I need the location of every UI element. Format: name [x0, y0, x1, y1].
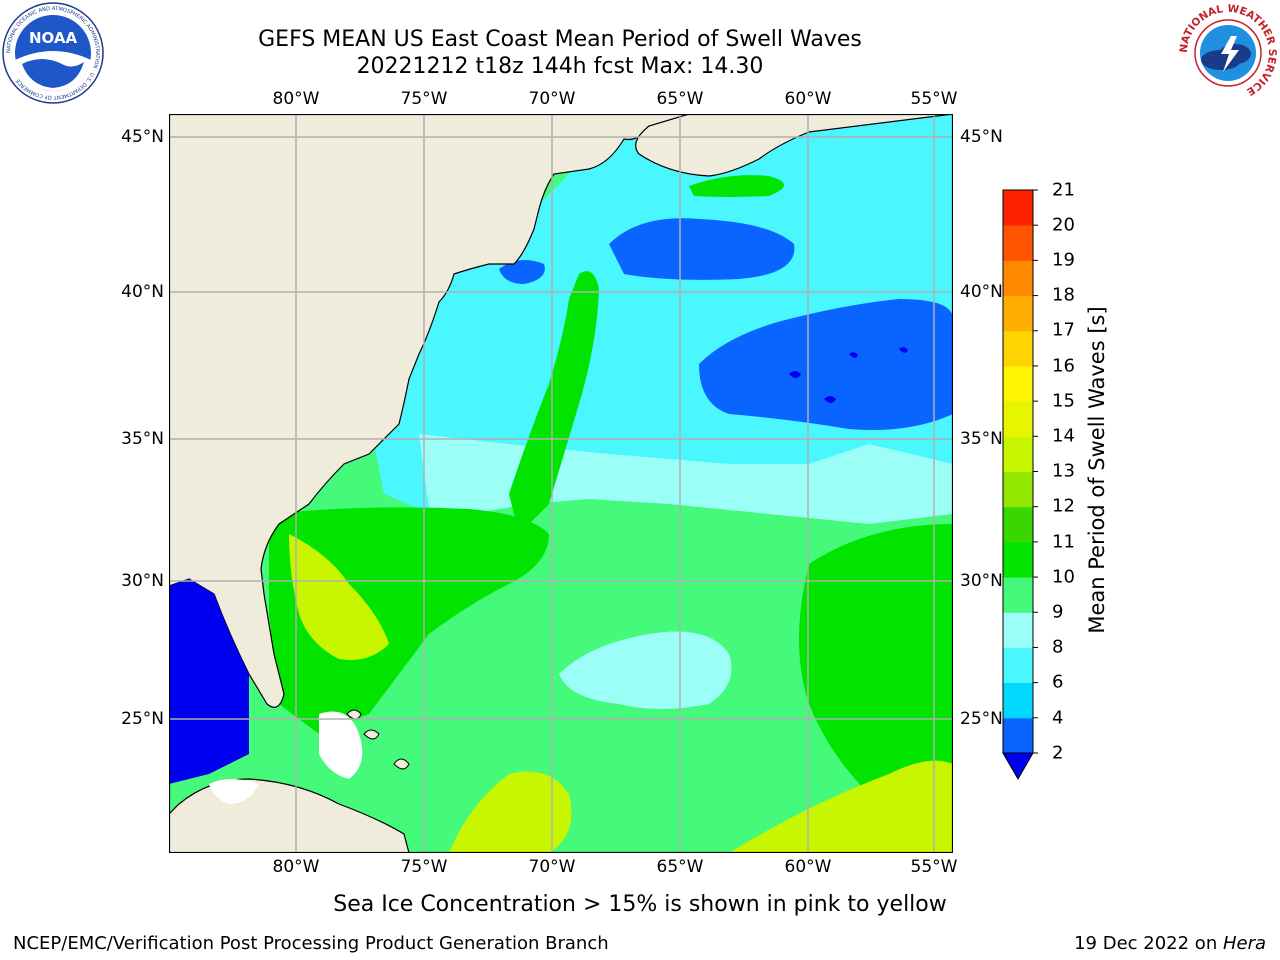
colorbar-segment-11-12 — [1003, 506, 1033, 543]
land-new-england — [635, 114, 953, 177]
colorbar-segment-13-14 — [1003, 436, 1033, 472]
nws-logo: NATIONAL WEATHER SERVICE — [1178, 3, 1278, 103]
lon-label-top-65w: 65°W — [656, 89, 704, 109]
colorbar-segment-6-8 — [1003, 647, 1033, 684]
lon-label-top-70w: 70°W — [528, 89, 576, 109]
chart-subtitle: 20221212 t18z 144h fcst Max: 14.30 — [356, 54, 764, 79]
swell-region-green-north — [689, 175, 784, 197]
colorbar-tick-19: 19 — [1052, 249, 1075, 271]
colorbar-tick-18: 18 — [1052, 284, 1075, 306]
lon-label-bottom-75w: 75°W — [400, 857, 448, 877]
colorbar-segment-9-10 — [1003, 577, 1033, 613]
lat-label-right-45n: 45°N — [960, 127, 1003, 147]
swell-region-yellowgreen-southeast — [729, 760, 953, 853]
swell-period-map — [169, 114, 953, 853]
colorbar-tick-10: 10 — [1052, 566, 1075, 588]
sea-ice-note: Sea Ice Concentration > 15% is shown in … — [0, 892, 1280, 917]
map-gridlines — [169, 114, 953, 853]
colorbar-tick-12: 12 — [1052, 495, 1075, 517]
colorbar-segment-4-6 — [1003, 682, 1033, 719]
colorbar-tick-6: 6 — [1052, 671, 1064, 693]
noaa-logo: NOAA NATIONAL OCEANIC AND ATMOSPHERIC AD… — [2, 2, 104, 104]
colorbar-segment-17-18 — [1003, 295, 1033, 332]
swell-region-yellowgreen-florida — [289, 534, 389, 660]
footer-date: 19 Dec 2022 on Hera — [1074, 933, 1266, 954]
colorbar-tick-13: 13 — [1052, 460, 1075, 482]
lat-label-left-40n: 40°N — [121, 282, 164, 302]
land-north-america — [169, 114, 690, 708]
lon-label-bottom-80w: 80°W — [272, 857, 320, 877]
lon-label-bottom-70w: 70°W — [528, 857, 576, 877]
colorbar-tick-16: 16 — [1052, 355, 1075, 377]
lat-label-left-25n: 25°N — [121, 709, 164, 729]
colorbar-segment-2-4 — [1003, 717, 1033, 754]
sea-ice-note-text: Sea Ice Concentration > 15% is shown in … — [333, 892, 947, 917]
swell-region-blue-central — [699, 299, 953, 430]
lon-label-top-55w: 55°W — [910, 89, 958, 109]
swell-region-blue-small — [499, 260, 545, 284]
no-data-bahamas — [319, 711, 363, 779]
lon-label-bottom-60w: 60°W — [784, 857, 832, 877]
lat-label-right-25n: 25°N — [960, 709, 1003, 729]
swell-region-gulf-blue — [169, 579, 249, 784]
colorbar-segment-14-15 — [1003, 401, 1033, 437]
colorbar-tick-20: 20 — [1052, 214, 1075, 236]
colorbar-under-arrow — [1002, 752, 1034, 781]
lat-label-right-30n: 30°N — [960, 571, 1003, 591]
lon-label-bottom-55w: 55°W — [910, 857, 958, 877]
lat-label-right-35n: 35°N — [960, 429, 1003, 449]
colorbar-tick-9: 9 — [1052, 601, 1064, 623]
lon-label-top-80w: 80°W — [272, 89, 320, 109]
colorbar-segment-16-17 — [1003, 330, 1033, 367]
colorbar-segment-10-11 — [1003, 541, 1033, 578]
colorbar — [1002, 189, 1038, 781]
colorbar-tick-4: 4 — [1052, 707, 1064, 729]
lat-label-left-35n: 35°N — [121, 429, 164, 449]
noaa-logo-text: NOAA — [29, 29, 78, 47]
swell-region-lightcyan-south — [559, 631, 732, 709]
footer-date-text: 19 Dec 2022 on — [1074, 933, 1223, 954]
colorbar-tick-2: 2 — [1052, 742, 1064, 764]
lon-label-bottom-65w: 65°W — [656, 857, 704, 877]
lon-label-top-75w: 75°W — [400, 89, 448, 109]
lat-label-right-40n: 40°N — [960, 282, 1003, 302]
swell-region-green-east — [799, 524, 953, 814]
map-frame — [169, 114, 953, 853]
colorbar-tick-15: 15 — [1052, 390, 1075, 412]
colorbar-segment-18-19 — [1003, 260, 1033, 297]
chart-title: GEFS MEAN US East Coast Mean Period of S… — [258, 27, 862, 52]
lon-label-top-60w: 60°W — [784, 89, 832, 109]
colorbar-segment-20-21 — [1003, 190, 1033, 226]
swell-region-green-south — [269, 507, 549, 734]
colorbar-tick-14: 14 — [1052, 425, 1075, 447]
swell-region-gulfstream — [509, 271, 599, 534]
swell-region-yellowgreen-south — [449, 771, 572, 853]
colorbar-tick-17: 17 — [1052, 319, 1075, 341]
colorbar-segment-12-13 — [1003, 471, 1033, 508]
colorbar-label: Mean Period of Swell Waves [s] — [1085, 306, 1109, 634]
footer-branch: NCEP/EMC/Verification Post Processing Pr… — [13, 933, 609, 954]
swell-region-blue-gulfmaine — [609, 218, 795, 280]
lat-label-left-30n: 30°N — [121, 571, 164, 591]
colorbar-segment-8-9 — [1003, 612, 1033, 648]
no-data-cuba-north — [209, 779, 259, 804]
colorbar-tick-21: 21 — [1052, 179, 1075, 201]
colorbar-segment-19-20 — [1003, 225, 1033, 261]
footer-machine: Hera — [1222, 933, 1266, 954]
colorbar-tick-11: 11 — [1052, 531, 1075, 553]
land-bahamas — [346, 709, 410, 770]
lat-label-left-45n: 45°N — [121, 127, 164, 147]
colorbar-segment-15-16 — [1003, 365, 1033, 402]
map-canvas — [169, 114, 953, 853]
colorbar-tick-8: 8 — [1052, 636, 1064, 658]
